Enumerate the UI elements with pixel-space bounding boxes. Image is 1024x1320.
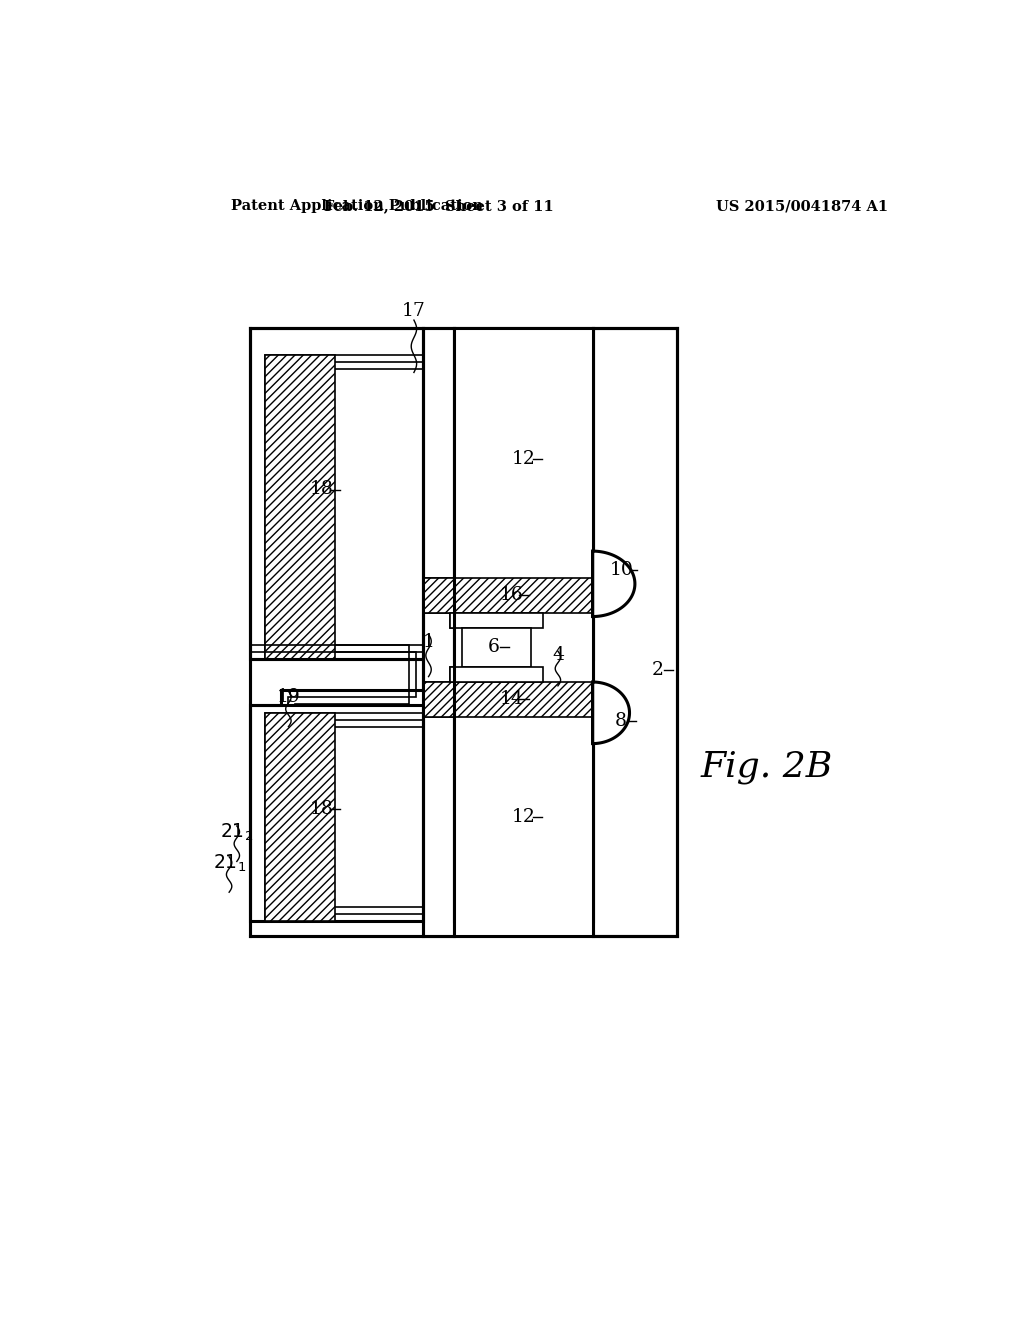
Text: 18: 18 [309,480,334,499]
Polygon shape [451,667,543,682]
Text: Fig. 2B: Fig. 2B [700,750,833,784]
Text: 17: 17 [402,302,426,319]
Text: 8: 8 [615,711,627,730]
Polygon shape [451,667,543,682]
Polygon shape [454,327,593,578]
Text: 1: 1 [423,634,434,651]
Text: 10: 10 [610,561,634,579]
Polygon shape [454,612,593,682]
Text: 2: 2 [652,661,664,680]
Polygon shape [593,682,630,743]
Text: Patent Application Publication: Patent Application Publication [230,199,482,213]
Text: 18: 18 [309,800,334,818]
Text: $21_2$: $21_2$ [220,821,253,842]
Text: 6: 6 [488,639,500,656]
Polygon shape [593,552,635,616]
Polygon shape [451,612,543,628]
Polygon shape [423,578,593,612]
Polygon shape [265,355,335,659]
Polygon shape [462,628,531,667]
Polygon shape [423,578,593,612]
Polygon shape [265,713,335,921]
Text: Feb. 12, 2015  Sheet 3 of 11: Feb. 12, 2015 Sheet 3 of 11 [324,199,553,213]
Polygon shape [451,612,543,628]
Polygon shape [423,327,454,936]
Text: 12: 12 [511,808,536,826]
Polygon shape [423,682,593,717]
Polygon shape [462,628,531,667]
Text: 19: 19 [276,689,300,706]
Text: 4: 4 [552,645,564,664]
Text: 12: 12 [511,450,536,467]
Text: US 2015/0041874 A1: US 2015/0041874 A1 [716,199,888,213]
Text: $21_1$: $21_1$ [213,853,246,874]
Text: 14: 14 [500,690,523,708]
Polygon shape [423,682,593,717]
Polygon shape [454,717,593,936]
Text: 16: 16 [500,586,523,605]
